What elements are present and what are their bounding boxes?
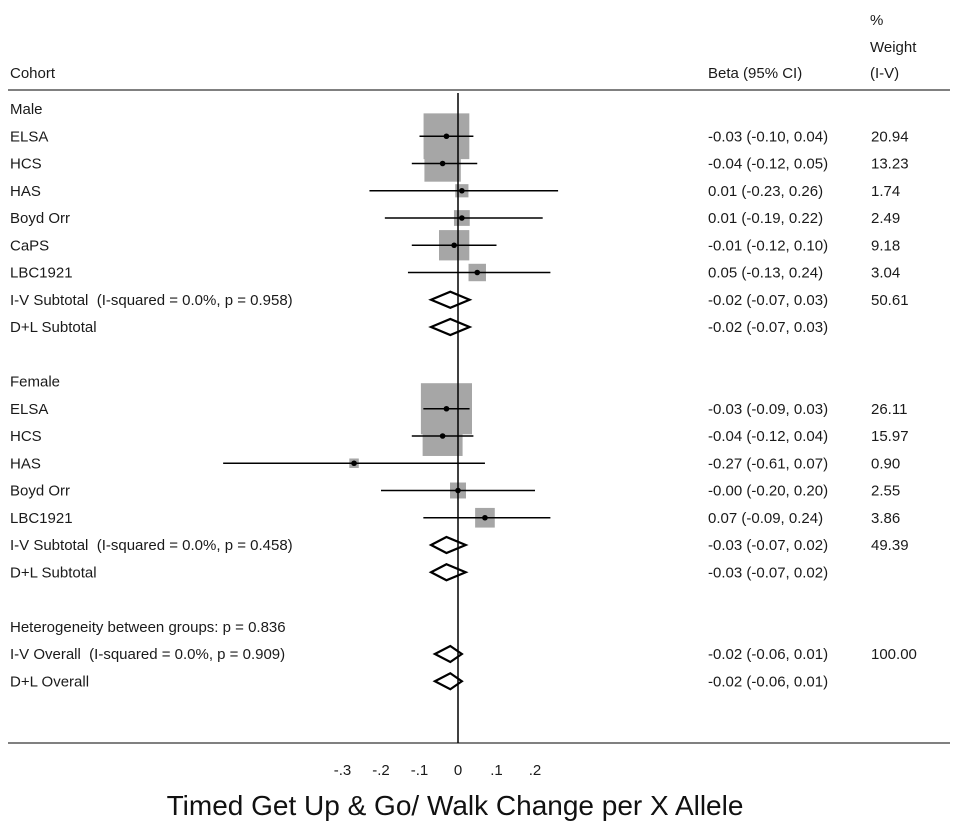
x-tick-label: .1 bbox=[490, 762, 503, 779]
ci-text: -0.27 (-0.61, 0.07) bbox=[708, 455, 828, 472]
summary-diamond bbox=[428, 290, 473, 309]
weight-text: 3.86 bbox=[871, 510, 900, 527]
ci-text: -0.02 (-0.06, 0.01) bbox=[708, 646, 828, 663]
row-label: ELSA bbox=[10, 128, 48, 145]
ci-text: -0.03 (-0.07, 0.02) bbox=[708, 564, 828, 581]
summary-diamond bbox=[428, 317, 473, 337]
point-estimate bbox=[439, 160, 446, 167]
row-labels: Male ELSA HCS HAS Boyd Orr CaPS LBC1921 I-V Sub… bbox=[10, 101, 293, 690]
row-label: ELSA bbox=[10, 401, 48, 418]
x-tick-label: .2 bbox=[529, 762, 542, 779]
row-label: LBC1921 bbox=[10, 265, 73, 282]
row-label: HCS bbox=[10, 156, 42, 173]
ci-text: -0.04 (-0.12, 0.05) bbox=[708, 156, 828, 173]
header-weight-line1: % bbox=[870, 12, 883, 29]
row-label: Boyd Orr bbox=[10, 483, 70, 500]
header-weight-line2: Weight bbox=[870, 39, 917, 56]
row-label: D+L Subtotal bbox=[10, 564, 97, 581]
ci-text: -0.03 (-0.09, 0.03) bbox=[708, 401, 828, 418]
weight-text: 26.11 bbox=[871, 401, 907, 418]
ci-text: -0.00 (-0.20, 0.20) bbox=[708, 483, 828, 500]
ci-text: -0.03 (-0.07, 0.02) bbox=[708, 537, 828, 554]
summary-diamond bbox=[432, 644, 464, 664]
row-label: D+L Subtotal bbox=[10, 319, 97, 336]
point-estimate bbox=[459, 215, 465, 221]
weight-text: 100.00 bbox=[871, 646, 917, 663]
weight-text: 3.04 bbox=[871, 265, 900, 282]
row-label: LBC1921 bbox=[10, 510, 73, 527]
weight-text: 9.18 bbox=[871, 237, 900, 254]
weight-text: 2.55 bbox=[871, 483, 900, 500]
ci-text: -0.03 (-0.10, 0.04) bbox=[708, 128, 828, 145]
ci-column: -0.03 (-0.10, 0.04) -0.04 (-0.12, 0.05) 0.… bbox=[708, 128, 828, 690]
x-tick-label: -.3 bbox=[334, 762, 352, 779]
weight-text: 2.49 bbox=[871, 210, 900, 227]
row-label: HAS bbox=[10, 183, 41, 200]
row-label: I-V Overall (I-squared = 0.0%, p = 0.909… bbox=[10, 646, 285, 663]
ci-text: -0.02 (-0.07, 0.03) bbox=[708, 292, 828, 309]
header-beta: Beta (95% CI) bbox=[708, 65, 802, 82]
weight-text: 50.61 bbox=[871, 292, 909, 309]
row-label: Female bbox=[10, 374, 60, 391]
header-weight-line3: (I-V) bbox=[870, 65, 899, 82]
header-cohort: Cohort bbox=[10, 65, 56, 82]
row-label: D+L Overall bbox=[10, 673, 89, 690]
summary-diamond bbox=[432, 671, 464, 691]
x-tick-label: -.1 bbox=[411, 762, 429, 779]
row-label: Male bbox=[10, 101, 43, 118]
x-tick-label: 0 bbox=[454, 762, 462, 779]
summary-diamond bbox=[428, 563, 469, 582]
point-estimate bbox=[474, 269, 481, 276]
weight-text: 15.97 bbox=[871, 428, 909, 445]
x-axis-ticks: -.3 -.2 -.1 0 .1 .2 bbox=[334, 762, 542, 779]
ci-text: 0.01 (-0.19, 0.22) bbox=[708, 210, 823, 227]
weight-text: 49.39 bbox=[871, 537, 909, 554]
ci-text: -0.04 (-0.12, 0.04) bbox=[708, 428, 828, 445]
weight-text: 1.74 bbox=[871, 183, 900, 200]
x-tick-label: -.2 bbox=[372, 762, 390, 779]
row-label: Boyd Orr bbox=[10, 210, 70, 227]
plot-marks bbox=[223, 113, 559, 691]
point-estimate bbox=[351, 460, 357, 467]
row-label: HCS bbox=[10, 428, 42, 445]
ci-text: 0.01 (-0.23, 0.26) bbox=[708, 183, 823, 200]
row-label: HAS bbox=[10, 455, 41, 472]
point-estimate bbox=[443, 133, 450, 140]
row-label: I-V Subtotal (I-squared = 0.0%, p = 0.95… bbox=[10, 292, 293, 309]
row-label: I-V Subtotal (I-squared = 0.0%, p = 0.45… bbox=[10, 537, 293, 554]
weight-text: 13.23 bbox=[871, 156, 909, 173]
point-estimate bbox=[482, 514, 488, 521]
ci-text: -0.02 (-0.06, 0.01) bbox=[708, 673, 828, 690]
ci-text: -0.02 (-0.07, 0.03) bbox=[708, 319, 828, 336]
x-axis-label: Timed Get Up & Go/ Walk Change per X All… bbox=[167, 790, 744, 821]
weight-text: 20.94 bbox=[871, 128, 909, 145]
ci-text: 0.07 (-0.09, 0.24) bbox=[708, 510, 823, 527]
header: Cohort Beta (95% CI) % Weight (I-V) bbox=[10, 12, 917, 82]
point-estimate bbox=[443, 405, 450, 412]
summary-diamond bbox=[428, 535, 469, 555]
point-estimate bbox=[439, 433, 446, 439]
ci-text: -0.01 (-0.12, 0.10) bbox=[708, 237, 828, 254]
ci-text: 0.05 (-0.13, 0.24) bbox=[708, 265, 823, 282]
weight-column: 20.94 13.23 1.74 2.49 9.18 3.04 50.61 26.11 15.9… bbox=[871, 128, 917, 663]
point-estimate bbox=[459, 187, 465, 194]
point-estimate bbox=[451, 242, 457, 249]
weight-text: 0.90 bbox=[871, 455, 900, 472]
row-label: CaPS bbox=[10, 237, 49, 254]
row-label: Heterogeneity between groups: p = 0.836 bbox=[10, 619, 286, 636]
